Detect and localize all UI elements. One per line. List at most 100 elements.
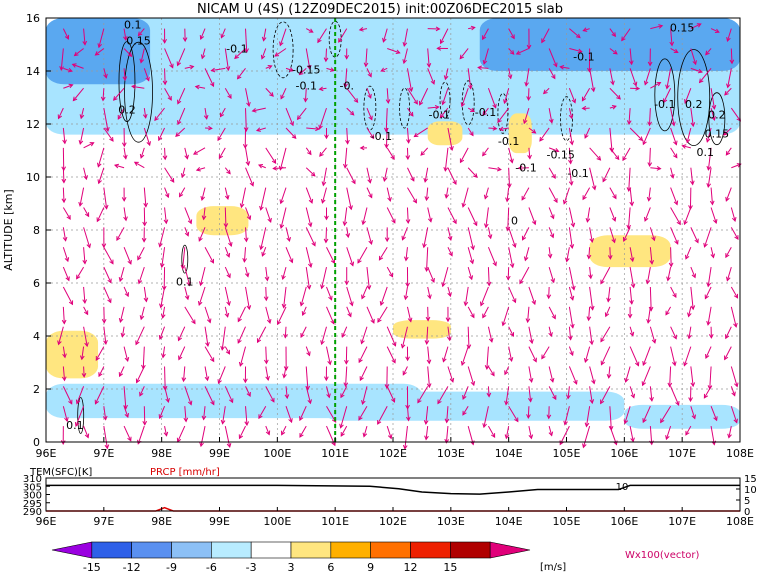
- wind-vector: [83, 425, 89, 438]
- shaded-region: [323, 391, 625, 421]
- wind-vector: [670, 346, 676, 366]
- wind-vector: [629, 187, 633, 206]
- wind-vector-head: [673, 48, 679, 53]
- wind-vector-head: [442, 357, 447, 363]
- wind-vector-head: [380, 67, 386, 72]
- wind-vector: [725, 246, 732, 258]
- wind-vector: [285, 247, 293, 263]
- wind-vector: [528, 147, 531, 159]
- wind-vector-head: [714, 28, 720, 33]
- wind-vector: [359, 28, 368, 31]
- wind-vector: [609, 87, 621, 100]
- wind-vector-head: [139, 315, 145, 321]
- wind-vector-head: [690, 382, 696, 388]
- wind-vector: [467, 167, 478, 178]
- x-tick-label: 102E: [379, 447, 407, 460]
- wind-vector: [306, 127, 320, 130]
- wind-vector: [423, 227, 429, 248]
- wind-vector: [621, 28, 631, 41]
- wind-vector: [116, 227, 125, 241]
- wind-vector-head: [470, 313, 475, 319]
- wind-vector: [138, 266, 145, 284]
- wind-vector-head: [473, 221, 478, 227]
- contour-label: -0.1: [498, 135, 519, 148]
- wind-vector-head: [427, 217, 433, 223]
- wind-vector-head: [296, 115, 302, 121]
- wind-vector-head: [550, 214, 555, 220]
- wind-vector-head: [589, 340, 594, 346]
- wind-vector: [503, 88, 510, 104]
- wind-vector-head: [367, 72, 372, 78]
- wind-vector: [528, 425, 532, 439]
- wind-vector: [499, 127, 509, 131]
- wind-vector: [467, 306, 475, 318]
- wind-vector: [204, 68, 214, 87]
- wind-vector-head: [549, 377, 555, 383]
- wind-vector: [727, 68, 732, 88]
- wind-vector: [280, 88, 287, 99]
- wind-vector-head: [137, 279, 143, 285]
- wind-vector-head: [569, 244, 575, 250]
- wind-vector: [628, 167, 631, 191]
- wind-vector: [58, 326, 64, 345]
- wind-vector: [62, 406, 68, 422]
- wind-vector: [366, 127, 375, 139]
- wind-vector-head: [308, 198, 314, 204]
- wind-vector-head: [123, 36, 128, 41]
- wind-vector-head: [606, 373, 612, 379]
- wind-vector: [325, 48, 327, 62]
- y-axis-label: ALTITUDE [km]: [2, 189, 15, 270]
- wind-vector-head: [444, 418, 450, 424]
- wind-vector-head: [121, 197, 127, 202]
- wind-vector: [385, 127, 388, 148]
- colorbar-tick-label: 12: [404, 561, 418, 574]
- wind-vector-head: [162, 39, 167, 44]
- wind-vector: [569, 28, 581, 38]
- wind-vector: [508, 247, 514, 268]
- wind-vector-head: [118, 318, 124, 324]
- wind-vector: [343, 207, 348, 226]
- wind-vector: [239, 425, 246, 439]
- wind-vector: [326, 386, 330, 398]
- wind-vector-head: [265, 375, 270, 381]
- wind-vector: [484, 187, 489, 199]
- x-tick-label: 107E: [668, 447, 696, 460]
- wind-vector: [158, 127, 166, 141]
- wind-vector-head: [531, 129, 537, 134]
- wind-vector-head: [379, 301, 385, 307]
- wind-vector-head: [515, 50, 521, 55]
- wind-vector-head: [121, 142, 127, 148]
- wind-vector-head: [425, 316, 431, 322]
- wind-vector-head: [606, 297, 611, 303]
- wind-vector: [265, 386, 275, 403]
- wind-vector-head: [357, 258, 362, 264]
- wind-vector-head: [225, 349, 230, 355]
- wind-vector: [386, 88, 389, 104]
- wind-vector: [609, 406, 612, 430]
- wind-vector: [478, 67, 489, 69]
- wind-vector: [724, 346, 732, 360]
- wind-vector-head: [131, 84, 136, 90]
- wind-vector: [567, 386, 570, 399]
- y-tick-label: 12: [26, 118, 40, 131]
- wind-vector-head: [246, 102, 251, 107]
- wind-vector: [358, 346, 368, 363]
- wind-vector: [63, 84, 73, 89]
- wind-vector-head: [611, 216, 617, 222]
- wind-vector: [184, 227, 189, 237]
- wind-vector-head: [84, 310, 89, 316]
- wind-vector: [164, 147, 166, 160]
- colorbar-tick-label: -3: [246, 561, 257, 574]
- wind-vector-head: [612, 194, 617, 200]
- wind-vector-head: [434, 104, 440, 110]
- wind-vector-head: [327, 360, 332, 366]
- wind-vector: [366, 107, 373, 120]
- wind-vector: [123, 247, 132, 265]
- wind-vector-head: [68, 399, 73, 405]
- wind-vector-head: [226, 301, 231, 307]
- wind-vector: [96, 207, 105, 222]
- wind-vector-head: [573, 379, 578, 385]
- wind-vector-head: [638, 136, 644, 142]
- wind-vector: [710, 247, 714, 258]
- wind-vector-head: [282, 373, 287, 379]
